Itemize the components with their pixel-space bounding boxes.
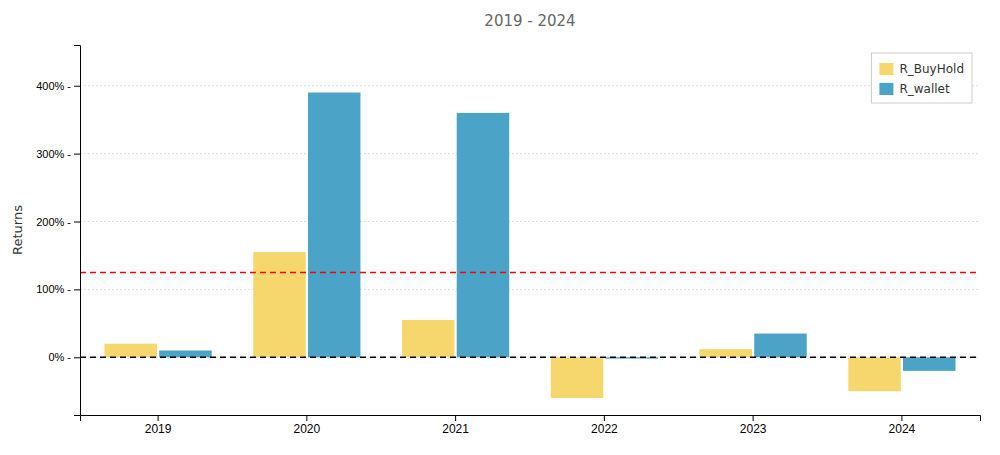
x-tick: 2020 [294,415,321,436]
legend-swatch [879,83,893,95]
x-tick-label: 2022 [591,422,618,436]
y-tick-mark [74,154,80,155]
bar [700,349,753,357]
y-axis-line [74,46,81,416]
y-tick-label: 300% - [36,148,71,160]
y-tick: 300% - [36,148,80,160]
bar [551,357,604,398]
y-tick-label: 0% - [48,351,71,363]
y-tick-mark [74,357,80,358]
grid-line [80,357,980,358]
y-tick-mark [74,86,80,87]
y-tick: 200% - [36,216,80,228]
x-tick-label: 2021 [442,422,469,436]
bar [159,351,212,358]
chart: 0% - 100% - 200% - 300% - 400% - 2019 2020 2021… [0,0,1000,455]
legend-label: R_wallet [899,82,950,96]
legend-item: R_wallet [879,82,950,96]
bar [754,334,807,358]
plot-area: 0% - 100% - 200% - 300% - 400% - 2019 2020 2021… [36,46,980,436]
x-tick-label: 2024 [889,422,916,436]
x-axis: 2019 2020 2021 2022 2023 2024 [81,415,981,436]
x-tick-mark [753,415,754,421]
y-tick-mark [74,222,80,223]
y-tick-label: 200% - [36,216,71,228]
y-tick-mark [74,289,80,290]
x-tick-label: 2019 [145,422,172,436]
grid [80,86,980,358]
legend-item: R_BuyHold [879,62,964,76]
x-tick: 2021 [442,415,469,436]
y-axis: 0% - 100% - 200% - 300% - 400% - [36,46,80,416]
x-tick-mark [604,415,605,421]
x-tick-mark [306,415,307,421]
legend-swatch [879,63,893,75]
x-tick: 2019 [145,415,172,436]
x-tick-label: 2023 [740,422,767,436]
bar [402,320,455,357]
x-tick-mark [158,415,159,421]
x-axis-line [81,416,981,422]
x-tick: 2023 [740,415,767,436]
legend-label: R_BuyHold [899,62,964,76]
grid-line [80,289,980,290]
grid-line [80,85,980,86]
y-tick-label: 400% - [36,80,71,92]
bar [457,113,510,357]
bar [253,252,306,357]
x-tick-mark [901,415,902,421]
y-tick: 0% - [48,351,80,363]
marks [80,93,980,399]
y-tick-label: 100% - [36,283,71,295]
grid-line [80,221,980,222]
bar [308,93,361,358]
reference-line [80,272,980,274]
title: 2019 - 2024 [484,12,575,30]
legend-frame [871,53,972,103]
reference-line [80,356,980,358]
bar-series [159,93,955,371]
x-tick-mark [455,415,456,421]
grid-line [80,153,980,154]
bar [105,344,158,358]
x-tick: 2024 [889,415,916,436]
legend: R_BuyHold R_wallet [871,53,972,103]
y-axis-title: Returns [10,205,25,255]
bar [903,357,956,371]
bar [848,357,901,391]
x-tick: 2022 [591,415,618,436]
y-tick: 400% - [36,80,80,92]
x-tick-label: 2020 [294,422,321,436]
y-tick: 100% - [36,283,80,295]
